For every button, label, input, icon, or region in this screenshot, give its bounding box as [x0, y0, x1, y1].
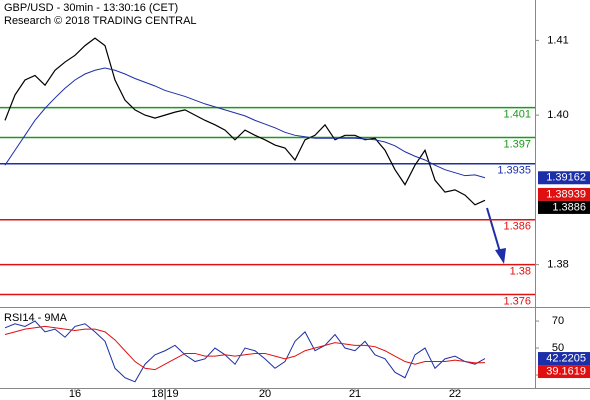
level-label-bg	[506, 139, 534, 151]
y-tick-label: 70	[552, 315, 564, 327]
level-label: 1.3935	[497, 165, 531, 177]
level-label: 1.401	[503, 109, 531, 121]
series-tag-box	[538, 352, 590, 366]
chart-title: GBP/USD - 30min - 13:30:16 (CET)	[4, 2, 178, 14]
series-line	[4, 67, 486, 179]
rsi-title: RSI14 - 9MA	[4, 312, 68, 324]
series-line	[4, 320, 486, 383]
x-tick-label: 18|19	[151, 388, 178, 400]
series-tag: 1.3886	[552, 201, 586, 213]
x-tick-label: 22	[449, 388, 461, 400]
forecast-arrow	[486, 207, 506, 264]
level-label: 1.397	[503, 138, 531, 150]
level-label: 1.376	[503, 295, 531, 307]
level-label-bg	[506, 296, 534, 308]
series-line	[4, 325, 486, 371]
level-label-bg	[506, 109, 534, 121]
series-tag-box	[538, 365, 590, 379]
series-tag: 42.2205	[546, 352, 586, 364]
y-tick-label: 1.38	[547, 259, 568, 271]
band-tag-box	[538, 187, 590, 201]
x-tick-label: 20	[259, 388, 271, 400]
y-tick-label: 1.40	[547, 109, 568, 121]
level-label-bg	[506, 165, 534, 177]
series-line	[4, 37, 486, 206]
level-label-bg	[506, 266, 534, 278]
x-tick-label: 16	[69, 388, 81, 400]
series-tag: 1.39162	[546, 172, 586, 184]
band-tag: 1.38939	[546, 188, 586, 200]
x-tick-label: 21	[349, 388, 361, 400]
y-tick-label: 1.41	[547, 34, 568, 46]
series-tag: 39.1619	[546, 365, 586, 377]
series-tag-box	[538, 171, 590, 185]
series-tag-box	[538, 200, 590, 214]
level-label: 1.386	[503, 221, 531, 233]
y-tick-label: 50	[552, 342, 564, 354]
level-label-bg	[506, 221, 534, 233]
level-label: 1.38	[510, 266, 531, 278]
chart-subtitle: Research © 2018 TRADING CENTRAL	[4, 15, 197, 27]
